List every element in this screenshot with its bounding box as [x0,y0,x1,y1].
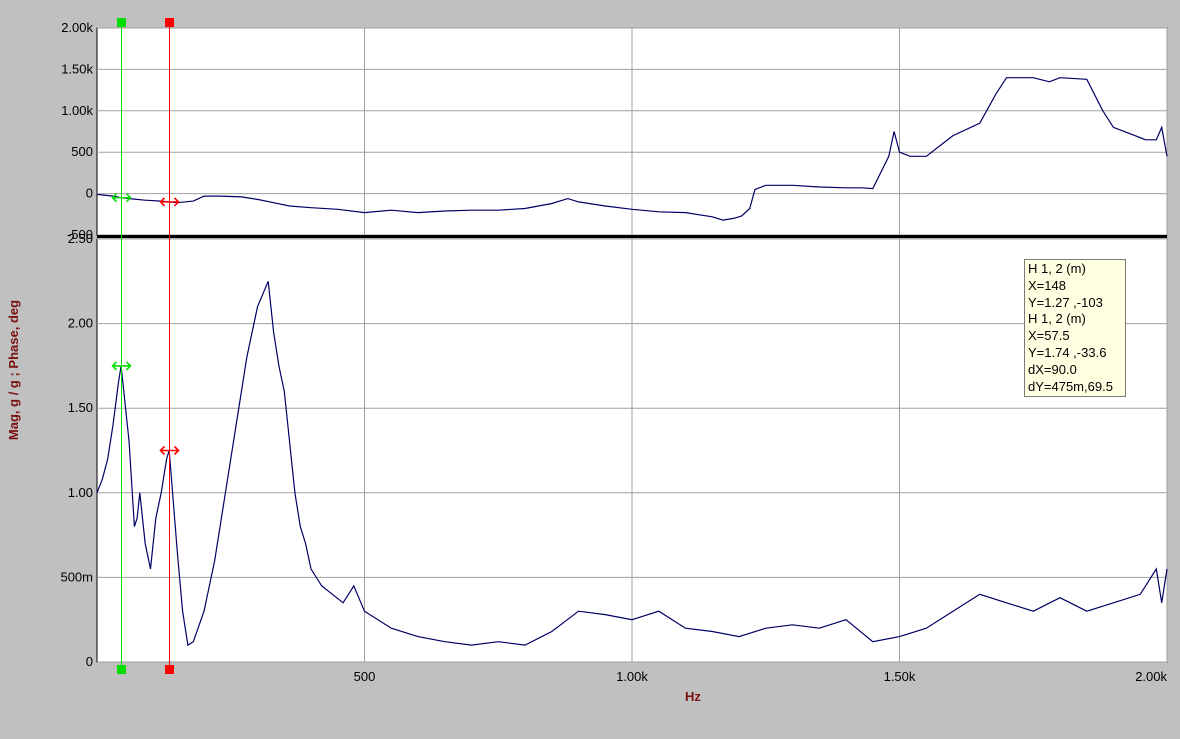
cursor-1-phase-marker-icon [111,193,132,203]
phase-y-tick-label: 1.50k [61,61,93,76]
readout-line: dY=475m,69.5 [1028,378,1113,394]
phase-y-tick-label: 2.00k [61,20,93,35]
magnitude-y-tick-label: 0 [86,654,93,669]
phase-y-tick-label: 0 [86,186,93,201]
magnitude-y-tick-label: 2.00 [68,316,93,331]
readout-line: X=148 [1028,277,1066,293]
magnitude-y-tick-label: 1.50 [68,400,93,415]
cursor-2-phase-marker-icon [159,197,180,207]
readout-line: H 1, 2 (m) [1028,311,1086,327]
cursor-2-magnitude-marker-icon [159,445,180,456]
phase-trace [96,77,1168,221]
cursor-1-top-handle [117,18,126,27]
cursor-readout: H 1, 2 (m) X=148 Y=1.27 ,-103 H 1, 2 (m) X=5… [1024,259,1126,398]
x-tick-label: 1.50k [884,669,916,684]
readout-line: X=57.5 [1028,328,1070,344]
magnitude-y-tick-label: 1.00 [68,485,93,500]
magnitude-y-tick-label: 2.50 [68,231,93,246]
x-tick-label: 500 [354,669,376,684]
magnitude-y-tick-label: 500m [60,569,93,584]
y-axis-label: Mag, g / g ; Phase, deg [6,300,21,440]
cursor-1-bottom-handle [117,665,126,674]
cursor-2-top-handle [165,18,174,27]
phase-y-tick-label: 500 [71,144,93,159]
phase-panel: 2.00k 1.50k 1.00k 500 0 -500 [61,20,1168,242]
x-tick-label: 1.00k [616,669,648,684]
readout-line: dX=90.0 [1028,361,1077,377]
magnitude-trace [96,281,1168,647]
readout-line: H 1, 2 (m) [1028,261,1086,276]
phase-y-tick-label: 1.00k [61,103,93,118]
readout-line: Y=1.74 ,-33.6 [1028,344,1107,360]
x-tick-label: 2.00k [1135,669,1167,684]
x-axis-label: Hz [685,689,701,704]
readout-line: Y=1.27 ,-103 [1028,294,1103,310]
cursor-1-magnitude-marker-icon [111,361,132,371]
cursor-layer [111,18,180,674]
cursor-2-bottom-handle [165,665,174,674]
x-axis: 500 1.00k 1.50k 2.00k [354,669,1168,684]
phase-y-tick-label: -500 [67,227,93,242]
magnitude-panel: 2.50 2.00 1.50 1.00 500m 0 [60,231,1168,669]
